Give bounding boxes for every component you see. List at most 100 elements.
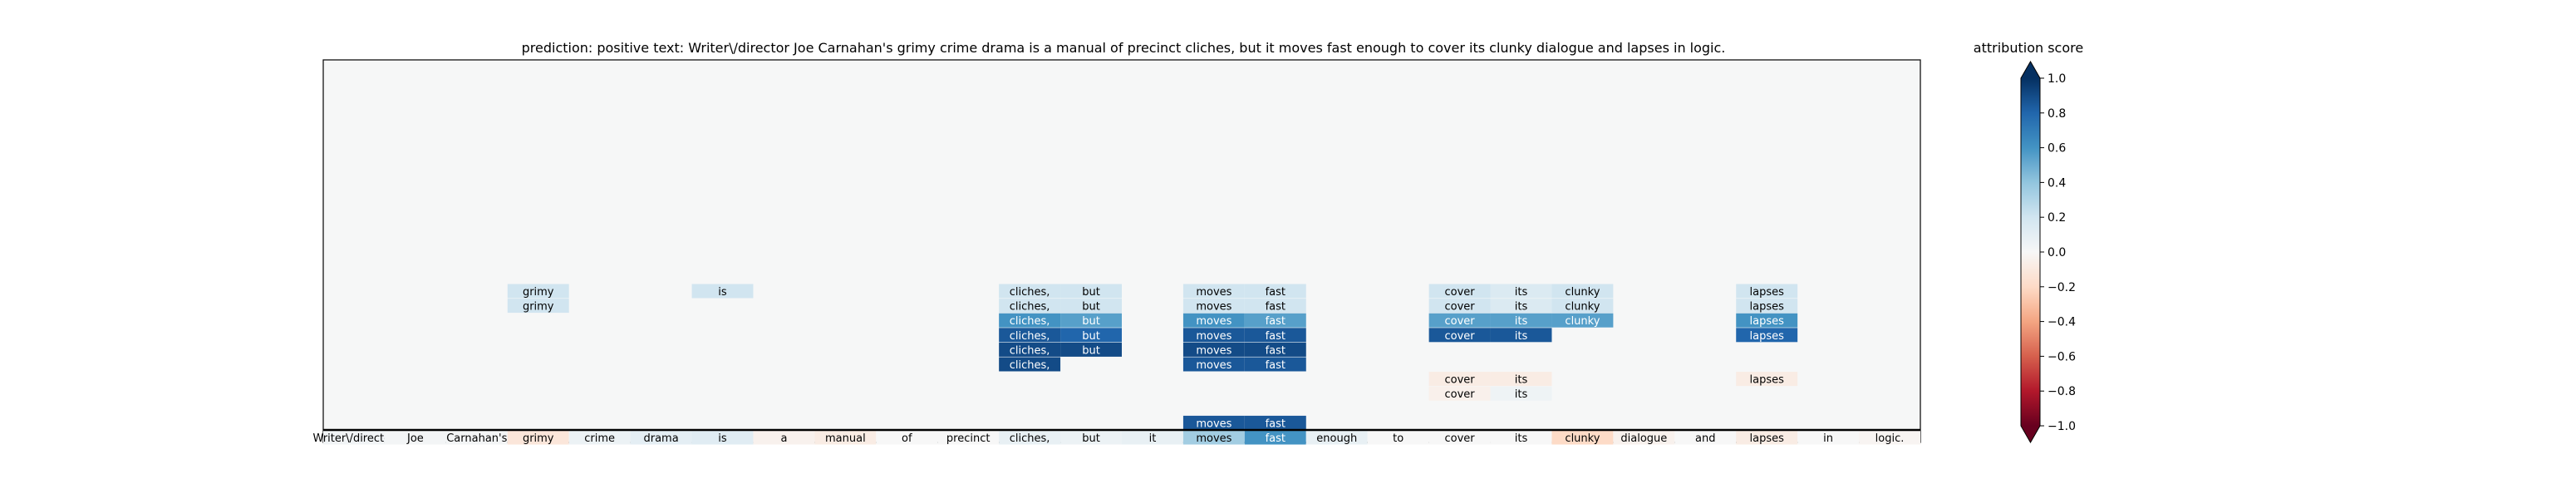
- colorbar-tick-label-2: 0.6: [2048, 142, 2066, 156]
- token-label-10: precinct: [946, 432, 991, 445]
- token-label-6: is: [718, 432, 727, 445]
- token-cell-14: [1182, 430, 1245, 445]
- heatmap-cell-6-0: [999, 313, 1061, 328]
- heatmap-cell-label-4-2: moves: [1196, 344, 1231, 357]
- heatmap-cell-7-2: [1182, 299, 1245, 314]
- heatmap-cell-label-8-0: cliches,: [1010, 286, 1050, 299]
- token-label-20: clunky: [1565, 432, 1600, 445]
- colorbar-tick-label-8: −0.6: [2048, 350, 2076, 363]
- heatmap-cell-label-7-6: clunky: [1565, 301, 1600, 314]
- token-cell-10: [937, 430, 1000, 445]
- heatmap-cell-label-3-2: fast: [1266, 359, 1286, 372]
- heatmap-cell-3-0: [999, 357, 1061, 372]
- token-label-16: enough: [1316, 432, 1357, 445]
- heatmap-cell-8-2: [1182, 284, 1245, 299]
- heatmap-cell-7-8: [507, 299, 569, 314]
- token-cell-4: [568, 430, 631, 445]
- heatmap-cell-label-7-2: moves: [1196, 301, 1231, 314]
- colorbar-tick-label-6: −0.2: [2048, 281, 2076, 294]
- token-label-5: drama: [643, 432, 678, 445]
- colorbar-tick-label-3: 0.4: [2048, 176, 2066, 190]
- heatmap-cell-label-5-0: cliches,: [1010, 330, 1050, 343]
- heatmap-cell-7-5: [1490, 299, 1552, 314]
- token-label-15: fast: [1266, 432, 1286, 445]
- heatmap-cell-8-0: [999, 284, 1061, 299]
- heatmap-cell-label-5-2: moves: [1196, 330, 1231, 343]
- heatmap-cell-label-5-3: fast: [1266, 330, 1286, 343]
- heatmap-cell-6-7: [1736, 313, 1798, 328]
- heatmap-cell-5-5: [1490, 328, 1552, 343]
- heatmap-cell-4-2: [1182, 342, 1245, 357]
- heatmap-cell-label-8-1: but: [1082, 286, 1100, 299]
- heatmap-cell-label-6-7: lapses: [1750, 315, 1785, 328]
- token-cell-9: [876, 430, 938, 445]
- token-cell-25: [1859, 430, 1920, 445]
- token-label-14: moves: [1196, 432, 1231, 445]
- token-label-0: Writer\/director: [313, 432, 396, 445]
- token-cell-13: [1122, 430, 1183, 445]
- colorbar-tick-label-7: −0.4: [2048, 316, 2076, 329]
- token-cell-5: [630, 430, 692, 445]
- heatmap-cell-label-1-0: cover: [1445, 388, 1476, 401]
- token-label-8: manual: [825, 432, 866, 445]
- token-cell-16: [1305, 430, 1368, 445]
- heatmap-cell-label-4-0: cliches,: [1010, 344, 1050, 357]
- heatmap-cell-6-5: [1490, 313, 1552, 328]
- heatmap-cell-label-8-5: its: [1515, 286, 1528, 299]
- heatmap-cell-label-7-8: grimy: [523, 301, 554, 314]
- heatmap-cell-label-8-3: fast: [1266, 286, 1286, 299]
- token-label-3: grimy: [523, 432, 554, 445]
- token-cell-19: [1490, 430, 1552, 445]
- heatmap-cell-4-3: [1244, 342, 1306, 357]
- token-label-25: logic.: [1875, 432, 1905, 445]
- heatmap-cell-label-2-0: cover: [1445, 374, 1476, 387]
- heatmap-cell-0-0: [1182, 415, 1245, 430]
- heatmap-cell-5-1: [1060, 328, 1122, 343]
- colorbar-gradient: [2021, 78, 2040, 426]
- heatmap-cell-6-3: [1244, 313, 1306, 328]
- heatmap-cell-1-1: [1490, 386, 1552, 401]
- token-cell-17: [1367, 430, 1429, 445]
- heatmap-cell-label-6-6: clunky: [1565, 315, 1600, 328]
- token-cell-15: [1244, 430, 1306, 445]
- token-label-4: crime: [584, 432, 615, 445]
- token-cell-24: [1797, 430, 1860, 445]
- heatmap-cell-4-0: [999, 342, 1061, 357]
- token-cell-18: [1428, 430, 1491, 445]
- token-cell-8: [814, 430, 877, 445]
- token-cell-1: [384, 430, 446, 445]
- heatmap-cell-8-7: [1736, 284, 1798, 299]
- heatmap-cell-label-7-5: its: [1515, 301, 1528, 314]
- token-label-22: and: [1695, 432, 1715, 445]
- heatmap-cell-8-6: [1551, 284, 1614, 299]
- heatmap-cells: moves fast cover its cover its lapses cliches, m…: [507, 284, 1798, 430]
- colorbar-tick-label-0: 1.0: [2048, 72, 2066, 86]
- heatmap-cell-label-0-1: fast: [1266, 417, 1286, 430]
- colorbar-tick-label-5: 0.0: [2048, 246, 2066, 259]
- heatmap-cell-7-6: [1551, 299, 1614, 314]
- heatmap-cell-5-3: [1244, 328, 1306, 343]
- heatmap-cell-label-2-1: its: [1515, 374, 1528, 387]
- token-cell-2: [445, 430, 508, 445]
- heatmap-cell-label-6-1: but: [1082, 315, 1100, 328]
- heatmap-cell-label-8-8: grimy: [523, 286, 554, 299]
- token-label-1: Joe: [406, 432, 424, 445]
- heatmap-cell-label-5-5: its: [1515, 330, 1528, 343]
- token-cell-22: [1674, 430, 1737, 445]
- heatmap-cell-label-8-9: is: [718, 286, 727, 299]
- heatmap-cell-4-1: [1060, 342, 1122, 357]
- token-label-17: to: [1393, 432, 1404, 445]
- heatmap-cell-label-4-1: but: [1082, 344, 1100, 357]
- heatmap-cell-label-5-4: cover: [1445, 330, 1476, 343]
- heatmap-cell-5-6: [1736, 328, 1798, 343]
- token-cell-12: [1060, 430, 1122, 445]
- heatmap-cell-label-8-4: cover: [1445, 286, 1476, 299]
- heatmap-cell-8-9: [691, 284, 754, 299]
- token-cell-23: [1736, 430, 1798, 445]
- token-label-7: a: [780, 432, 787, 445]
- colorbar-tick-label-10: −1.0: [2048, 420, 2076, 433]
- heatmap-cell-6-6: [1551, 313, 1614, 328]
- heatmap-cell-3-1: [1182, 357, 1245, 372]
- heatmap-cell-label-8-2: moves: [1196, 286, 1231, 299]
- token-cell-21: [1613, 430, 1675, 445]
